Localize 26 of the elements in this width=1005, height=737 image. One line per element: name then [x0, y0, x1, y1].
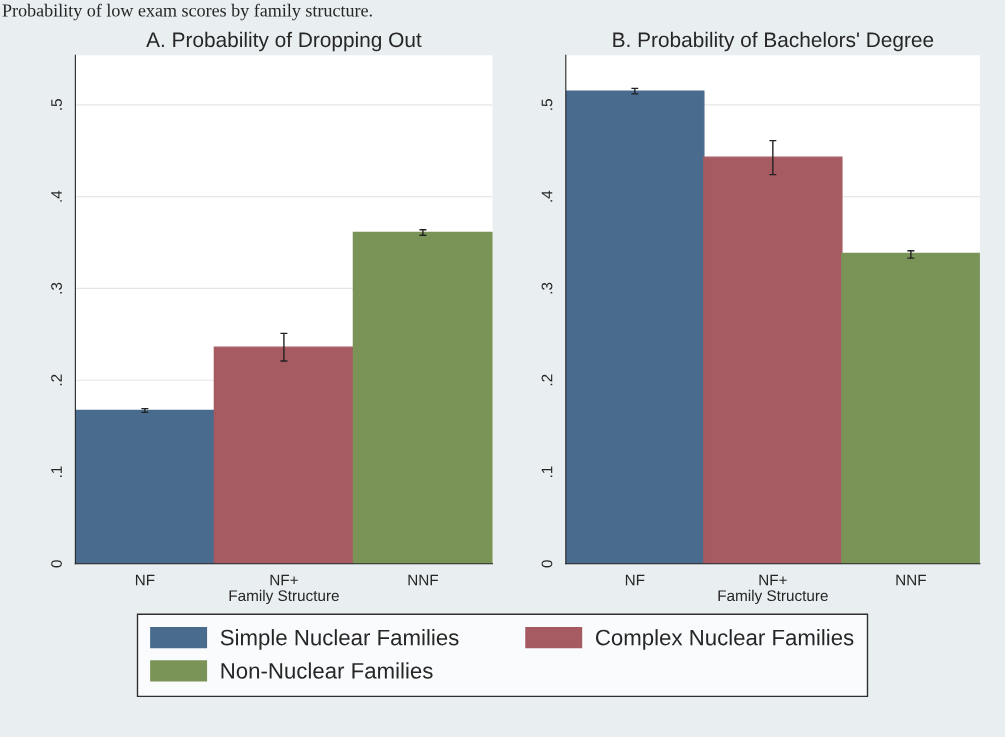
legend-label: Simple Nuclear Families	[220, 629, 459, 650]
legend-label: Complex Nuclear Families	[595, 629, 854, 650]
y-tick-label: .5	[51, 99, 62, 110]
y-tick-label: .3	[541, 282, 553, 294]
y-tick-label: 0	[51, 560, 62, 568]
chart-title: B. Probability of Bachelors' Degree	[613, 31, 934, 52]
y-tick-label: 0	[541, 560, 553, 568]
y-tick-label: .1	[51, 466, 62, 477]
y-tick-label: .4	[541, 190, 553, 202]
x-tick-label: NNF	[408, 574, 439, 586]
y-tick-label: .5	[541, 99, 553, 110]
legend-label: Non-Nuclear Families	[221, 662, 433, 679]
y-tick-label: .2	[541, 374, 553, 386]
y-tick-label: .2	[51, 374, 62, 386]
x-axis-title: Family Structure	[229, 589, 339, 605]
y-tick-label: .4	[51, 190, 62, 202]
x-tick-label: NF	[135, 574, 155, 586]
text: Probability of low exam scores by family structure.	[2, 3, 372, 21]
x-tick-label: NF	[625, 574, 645, 586]
y-tick-label: .3	[51, 282, 62, 294]
x-axis-title: Family Structure	[718, 589, 828, 605]
x-tick-label: NF+	[270, 574, 298, 586]
y-tick-label: .1	[541, 466, 553, 477]
x-tick-label: NF+	[759, 574, 787, 586]
chart-title: A. Probability of Dropping Out	[146, 31, 422, 52]
x-tick-label: NNF	[896, 574, 926, 586]
